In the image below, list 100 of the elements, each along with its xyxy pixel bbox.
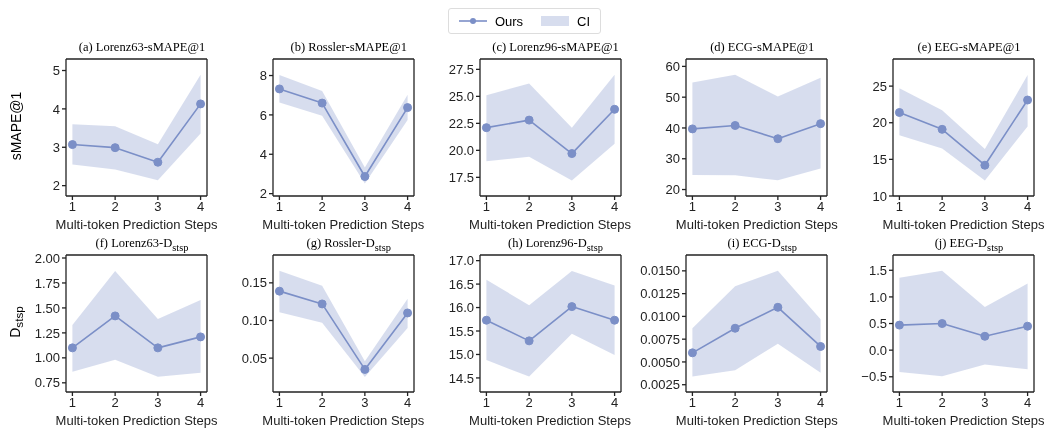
y-tick-label: 0.75 bbox=[34, 375, 60, 391]
x-tick-label: 2 bbox=[731, 199, 739, 215]
y-tick-label: 1.75 bbox=[34, 275, 60, 291]
point bbox=[481, 123, 491, 133]
x-tick-label: 2 bbox=[318, 395, 326, 411]
point bbox=[524, 336, 534, 346]
x-tick-label: 2 bbox=[111, 199, 119, 215]
y-tick-label: 0.15 bbox=[241, 275, 267, 291]
x-tick-label: 1 bbox=[895, 395, 904, 411]
chart-title: (c) Lorenz96-sMAPE@1 bbox=[491, 39, 620, 56]
x-tick-label: 3 bbox=[567, 199, 575, 215]
point bbox=[360, 364, 370, 374]
x-tick-label: 4 bbox=[403, 395, 411, 411]
point bbox=[816, 341, 826, 351]
x-tick-label: 4 bbox=[403, 199, 411, 215]
point bbox=[274, 84, 284, 94]
chart-title: (h) Lorenz96-D$_{stsp}$ bbox=[507, 235, 604, 253]
point bbox=[566, 149, 576, 159]
x-tick-label: 3 bbox=[981, 199, 989, 215]
y-tick-label: 30 bbox=[665, 151, 681, 167]
x-axis-title: Multi-token Prediction Steps bbox=[262, 217, 425, 232]
y-tick-label: 20.0 bbox=[448, 142, 474, 158]
point bbox=[317, 98, 327, 108]
y-tick-label: 2 bbox=[259, 186, 267, 202]
point bbox=[110, 311, 120, 321]
x-axis-title: Multi-token Prediction Steps bbox=[55, 413, 218, 428]
x-tick-label: 2 bbox=[318, 199, 326, 215]
x-tick-label: 3 bbox=[981, 395, 989, 411]
y-tick-label: 2.00 bbox=[34, 250, 60, 266]
chart-title: (f) Lorenz63-D$_{stsp}$ bbox=[94, 235, 190, 253]
chart-title: (i) ECG-D$_{stsp}$ bbox=[726, 235, 798, 253]
text: CI bbox=[577, 13, 591, 29]
x-tick-label: 4 bbox=[817, 395, 825, 411]
y-tick-label: 0.0150 bbox=[640, 263, 681, 279]
point bbox=[1023, 321, 1033, 331]
x-tick-label: 2 bbox=[731, 395, 739, 411]
chart-title: (b) Rossler-sMAPE@1 bbox=[289, 39, 408, 56]
y-tick-label: 50 bbox=[665, 89, 681, 105]
x-tick-label: 1 bbox=[482, 395, 490, 411]
x-tick-label: 2 bbox=[111, 395, 119, 411]
y-tick-label: 16.0 bbox=[448, 300, 474, 316]
y-tick-label: −0.5 bbox=[861, 369, 887, 385]
x-tick-label: 1 bbox=[895, 199, 904, 215]
x-tick-label: 4 bbox=[1023, 395, 1032, 411]
y-tick-label: 4 bbox=[52, 101, 60, 117]
point bbox=[153, 157, 163, 167]
y-tick-label: 8 bbox=[259, 68, 267, 84]
point bbox=[196, 332, 206, 342]
x-axis-title: Multi-token Prediction Steps bbox=[882, 217, 1045, 232]
y-tick-label: 25 bbox=[872, 78, 887, 94]
point bbox=[730, 323, 740, 333]
y-tick-label: 1.50 bbox=[34, 300, 60, 316]
y-tick-label: 0.5 bbox=[868, 316, 887, 332]
y-tick-label: 1.25 bbox=[34, 325, 60, 341]
y-tick-label: 10 bbox=[872, 188, 887, 204]
point bbox=[730, 121, 740, 130]
y-tick-label: 0.0050 bbox=[640, 354, 681, 370]
x-tick-label: 4 bbox=[196, 199, 205, 215]
point bbox=[196, 99, 206, 109]
point bbox=[688, 348, 698, 358]
point bbox=[360, 172, 370, 182]
point bbox=[402, 308, 412, 318]
y-tick-label: 17.5 bbox=[448, 169, 474, 185]
y-tick-label: 15 bbox=[872, 151, 887, 167]
y-tick-label: 4 bbox=[259, 146, 267, 162]
x-tick-label: 3 bbox=[774, 199, 782, 215]
point bbox=[894, 320, 904, 330]
y-tick-label: 15.5 bbox=[448, 323, 474, 339]
y-tick-label: 5 bbox=[52, 63, 60, 79]
chart-title: (e) EEG-sMAPE@1 bbox=[916, 39, 1022, 56]
point bbox=[980, 160, 990, 170]
point bbox=[773, 134, 783, 144]
y-tick-label: 0.0100 bbox=[640, 309, 681, 325]
x-tick-label: 3 bbox=[154, 395, 162, 411]
point bbox=[609, 104, 619, 114]
point bbox=[688, 124, 698, 134]
x-tick-label: 1 bbox=[482, 199, 490, 215]
x-tick-label: 2 bbox=[938, 199, 946, 215]
point bbox=[937, 124, 947, 134]
y-tick-label: 0.0125 bbox=[640, 286, 681, 302]
y-tick-label: 2 bbox=[52, 178, 60, 194]
x-tick-label: 4 bbox=[610, 199, 618, 215]
x-tick-label: 3 bbox=[361, 199, 369, 215]
y-axis-title: sMAPE@1 bbox=[8, 91, 24, 161]
x-tick-label: 3 bbox=[361, 395, 369, 411]
y-tick-label: 20 bbox=[665, 182, 681, 198]
x-tick-label: 2 bbox=[525, 395, 533, 411]
y-tick-label: 3 bbox=[52, 139, 60, 155]
x-tick-label: 1 bbox=[689, 395, 697, 411]
x-axis-title: Multi-token Prediction Steps bbox=[469, 413, 631, 428]
y-tick-label: 0.10 bbox=[241, 313, 267, 329]
point bbox=[110, 143, 120, 153]
point bbox=[937, 319, 947, 329]
y-tick-label: 1.00 bbox=[34, 350, 60, 366]
y-tick-label: 16.5 bbox=[448, 276, 474, 292]
chart-title: (a) Lorenz63-sMAPE@1 bbox=[77, 39, 207, 56]
x-tick-label: 3 bbox=[774, 395, 782, 411]
y-tick-label: 1.0 bbox=[868, 289, 887, 305]
x-tick-label: 4 bbox=[610, 395, 618, 411]
point bbox=[816, 119, 826, 129]
